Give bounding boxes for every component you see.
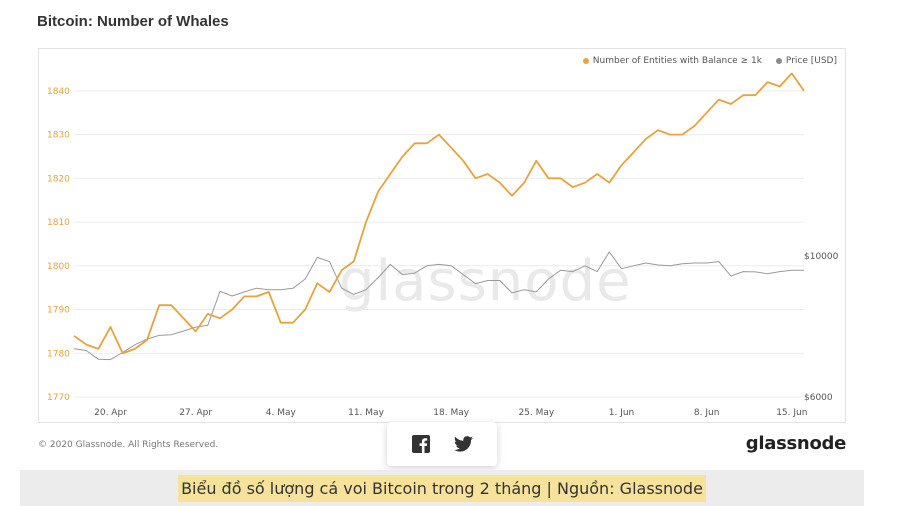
legend-item-price[interactable]: Price [USD] — [775, 56, 837, 66]
x-tick-label: 18. May — [433, 408, 469, 418]
y-tick-label: 1820 — [47, 174, 70, 184]
legend-label-price: Price [USD] — [785, 56, 837, 66]
chart-frame: glassnode 1770 1780 1790 1800 1810 1820 1830 18… — [38, 48, 846, 423]
caption-text: Biểu đồ số lượng cá voi Bitcoin trong 2 … — [178, 474, 706, 502]
series-line-entities — [73, 72, 805, 355]
facebook-share-button[interactable] — [410, 433, 432, 455]
x-tick-label: 4. May — [266, 408, 297, 418]
y-tick-label: 1780 — [47, 349, 70, 359]
copyright-text: © 2020 Glassnode. All Rights Reserved. — [38, 440, 219, 450]
y-tick-label: 1800 — [47, 262, 70, 272]
x-tick-label: 11. May — [348, 408, 384, 418]
share-popup — [387, 422, 497, 466]
chart-legend: Number of Entities with Balance ≥ 1k Pri… — [582, 56, 837, 66]
x-tick-label: 15. Jun — [776, 408, 807, 418]
y-right-tick-label: $10000 — [804, 252, 839, 262]
y-tick-label: 1770 — [47, 393, 70, 403]
y-tick-label: 1840 — [47, 87, 70, 97]
facebook-icon — [411, 435, 430, 453]
y-right-tick-label: $6000 — [804, 393, 833, 403]
legend-item-entities[interactable]: Number of Entities with Balance ≥ 1k — [582, 56, 762, 66]
chart-title: Bitcoin: Number of Whales — [37, 13, 229, 30]
x-tick-label: 27. Apr — [179, 408, 212, 418]
twitter-icon — [454, 436, 473, 452]
legend-dot-entities — [582, 58, 589, 64]
caption-bar: Biểu đồ số lượng cá voi Bitcoin trong 2 … — [20, 470, 864, 506]
y-tick-label: 1830 — [47, 131, 70, 141]
y-tick-label: 1810 — [47, 218, 70, 228]
x-tick-label: 8. Jun — [694, 408, 720, 418]
y-tick-label: 1790 — [47, 306, 70, 316]
twitter-share-button[interactable] — [453, 433, 475, 455]
series-line-price — [73, 251, 804, 361]
x-tick-label: 25. May — [518, 408, 554, 418]
x-tick-label: 1. Jun — [609, 408, 635, 418]
line-chart: 1770 1780 1790 1800 1810 1820 1830 1840 $6000 $10… — [47, 72, 839, 418]
legend-label-entities: Number of Entities with Balance ≥ 1k — [592, 56, 762, 66]
x-tick-label: 20. Apr — [94, 408, 127, 418]
glassnode-logo: glassnode — [745, 433, 847, 454]
legend-dot-price — [775, 58, 782, 64]
